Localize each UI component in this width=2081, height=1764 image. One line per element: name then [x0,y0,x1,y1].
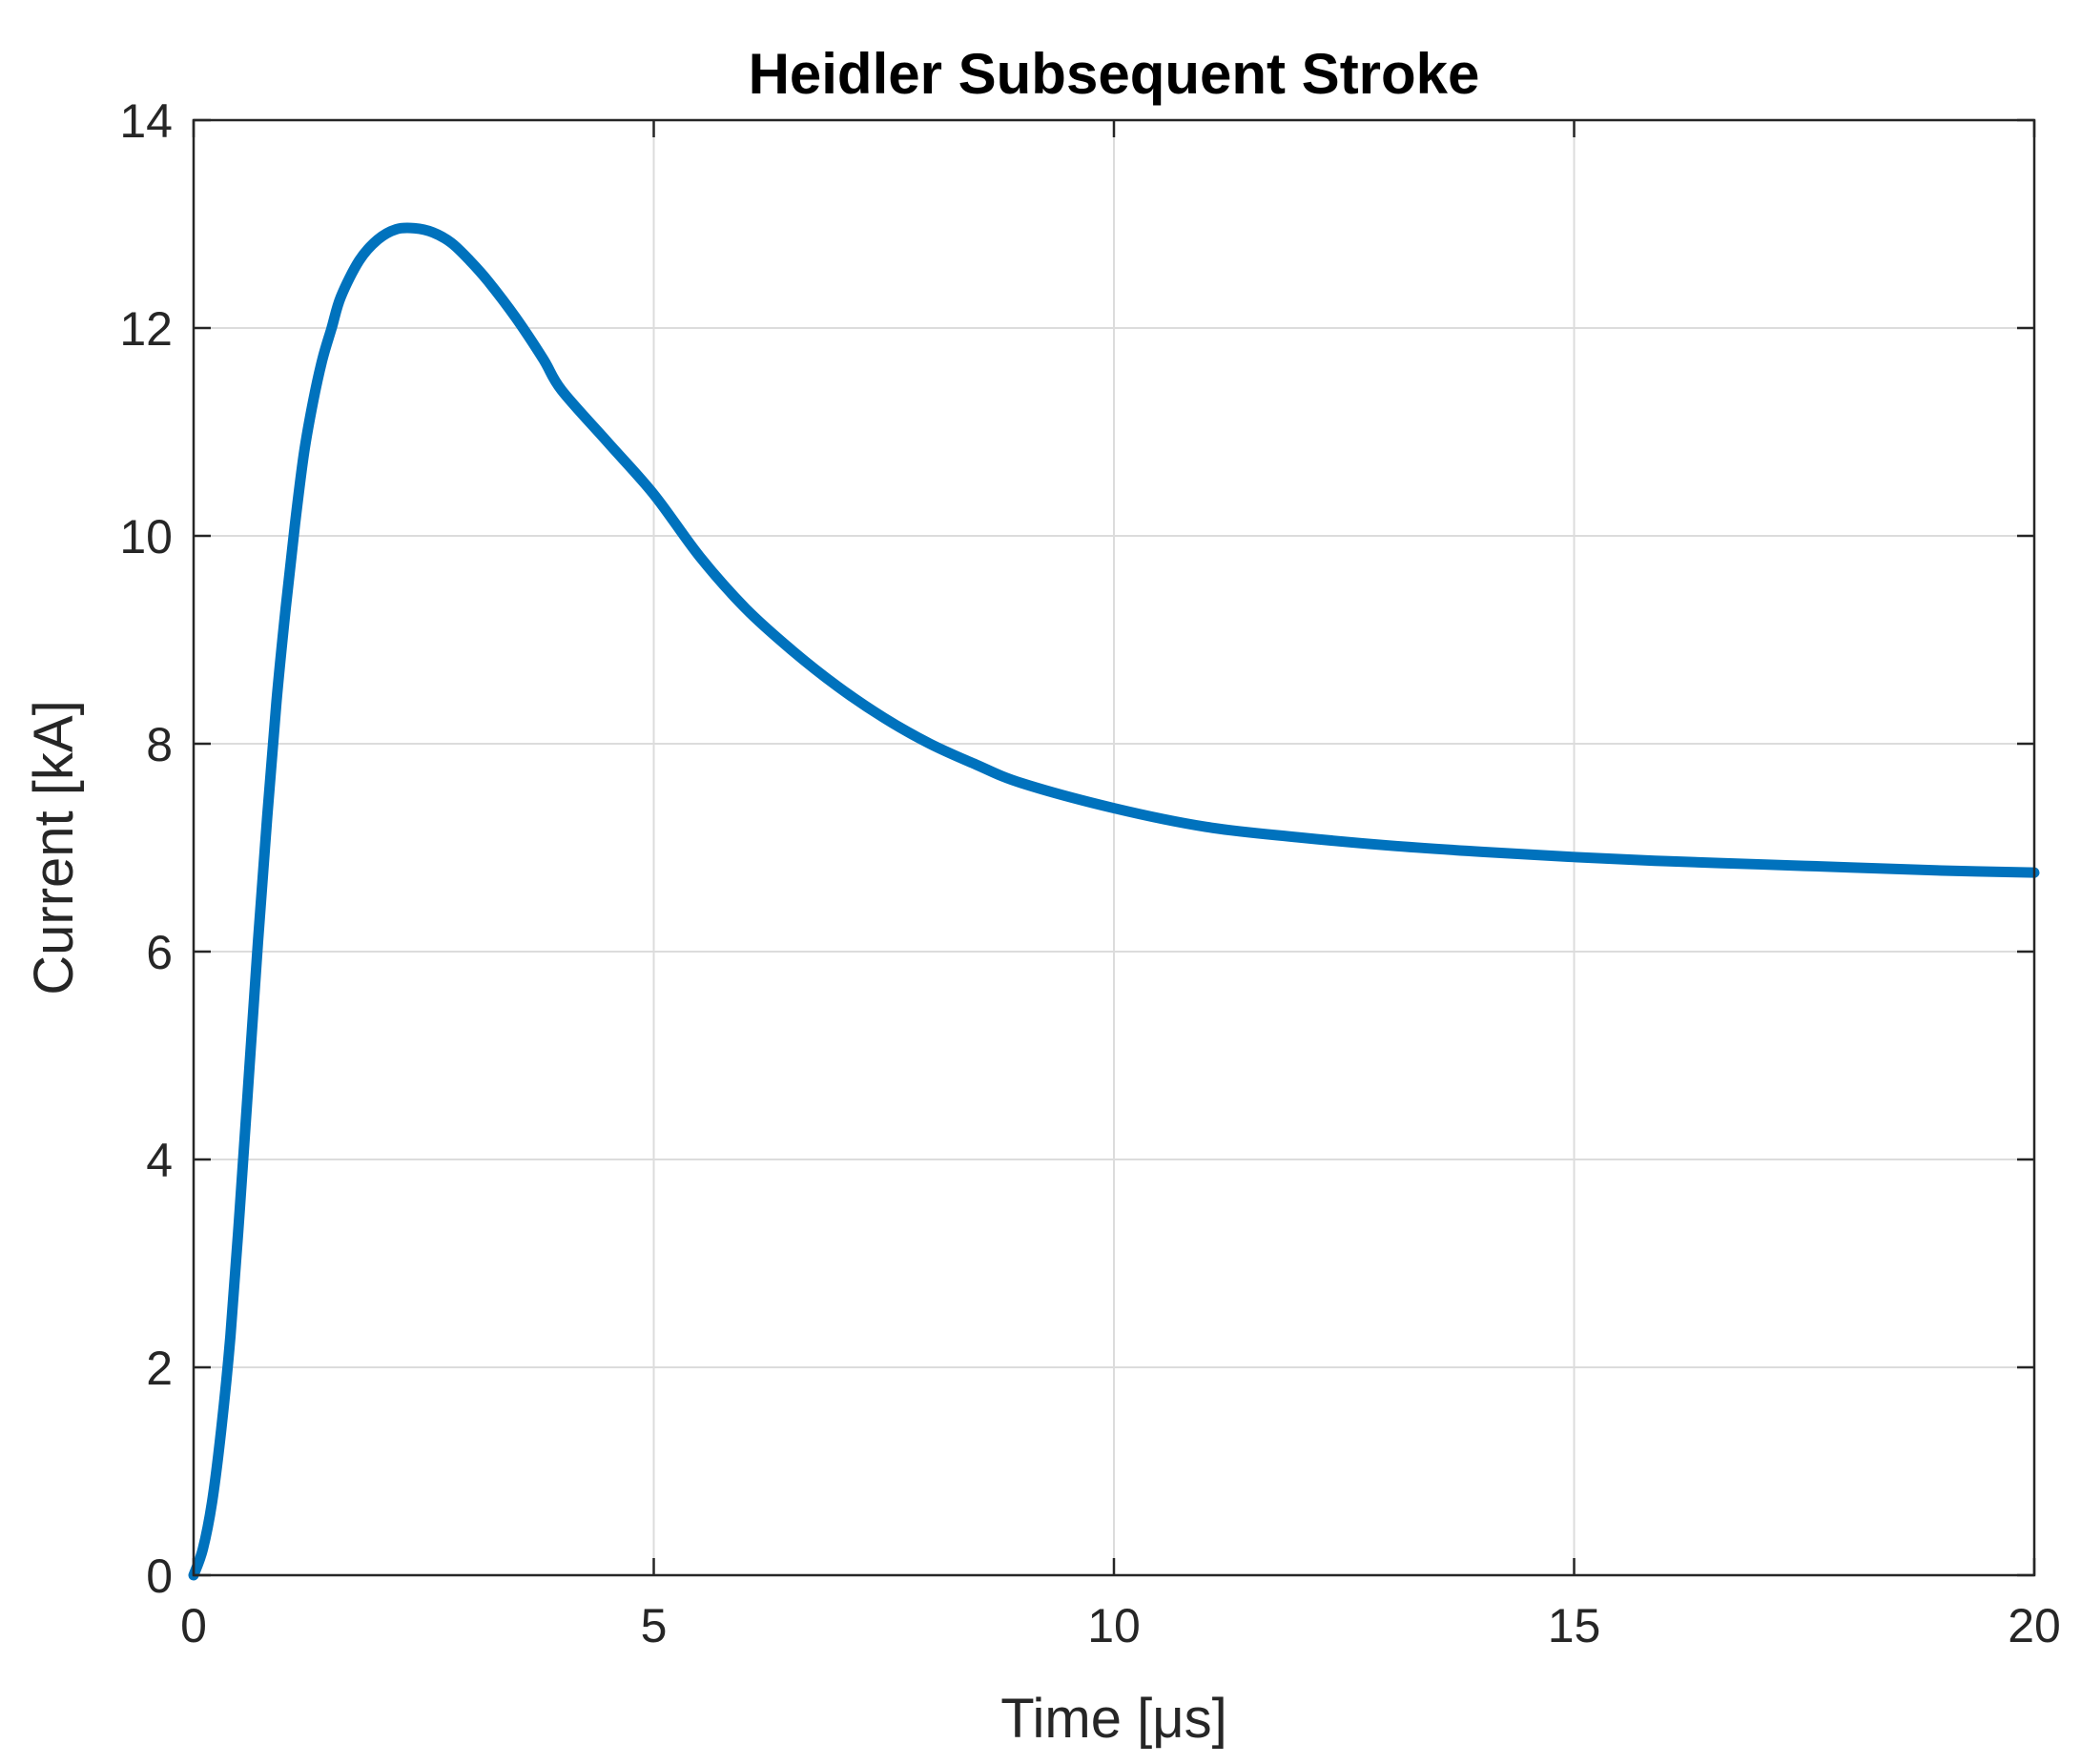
y-tick-label: 8 [146,718,173,771]
x-tick-label: 0 [180,1599,207,1652]
grid-lines [194,120,2034,1575]
y-tick-label: 10 [119,510,173,564]
x-axis-label: Time [μs] [1000,1688,1227,1750]
series-line-current [188,222,2040,1581]
axis-ticks [192,118,2036,1577]
y-tick-label: 4 [146,1134,173,1187]
x-tick-label: 10 [1087,1599,1141,1652]
x-tick-label: 5 [641,1599,668,1652]
x-tick-label: 15 [1548,1599,1601,1652]
y-axis-label: Current [kA] [23,700,85,995]
y-tick-label: 0 [146,1549,173,1603]
y-tick-label: 2 [146,1342,173,1395]
y-tick-label: 12 [119,302,173,356]
x-tick-label: 20 [2008,1599,2061,1652]
y-tick-label: 14 [119,94,173,148]
chart-title: Heidler Subsequent Stroke [749,42,1480,106]
y-tick-label: 6 [146,926,173,979]
